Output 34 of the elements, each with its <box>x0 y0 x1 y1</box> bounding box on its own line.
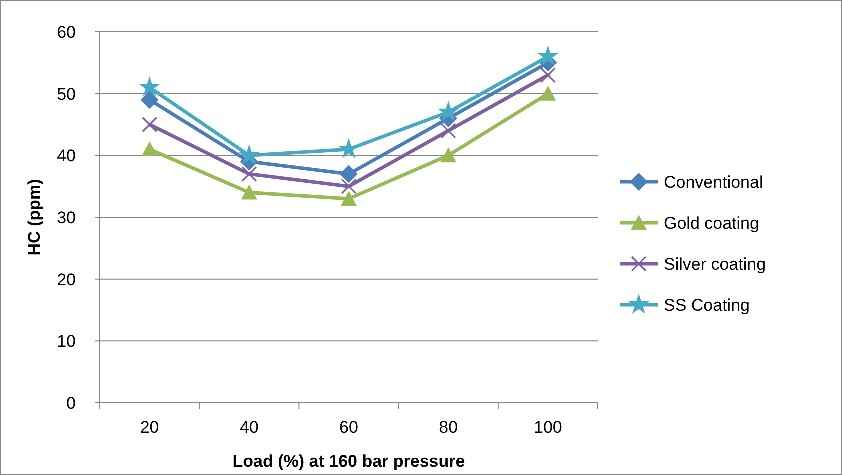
point <box>540 86 556 101</box>
y-tick-label: 50 <box>57 84 76 104</box>
point <box>139 76 160 97</box>
x-tick-label: 20 <box>140 418 160 437</box>
point <box>242 166 258 182</box>
y-tick-label: 40 <box>57 146 76 166</box>
point <box>440 123 456 139</box>
point <box>341 178 357 194</box>
y-tick-label: 30 <box>57 208 76 228</box>
x-tick-label: 100 <box>534 418 562 437</box>
point <box>538 46 559 66</box>
legend-label: Silver coating <box>664 254 766 274</box>
point <box>540 67 556 84</box>
point <box>340 165 358 184</box>
x-tick-label: 40 <box>240 418 259 437</box>
y-tick-label: 60 <box>57 22 76 42</box>
x-tick-label: 80 <box>439 418 458 437</box>
y-tick-label: 10 <box>57 332 76 352</box>
legend-label: Conventional <box>664 172 764 192</box>
legend-label: SS Coating <box>664 296 750 315</box>
point <box>140 91 159 110</box>
point <box>238 144 260 165</box>
point <box>241 184 258 200</box>
x-tick-label: 60 <box>340 418 358 437</box>
point <box>440 148 457 163</box>
point <box>438 101 460 122</box>
x-axis-title: Load (%) at 160 bar pressure <box>232 452 466 471</box>
y-tick-label: 0 <box>66 394 76 413</box>
y-tick-label: 20 <box>57 270 76 290</box>
point <box>142 141 158 156</box>
point <box>142 116 158 133</box>
y-axis-title: HC (ppm) <box>25 179 44 256</box>
legend-label: Gold coating <box>664 214 760 233</box>
point <box>341 190 357 206</box>
